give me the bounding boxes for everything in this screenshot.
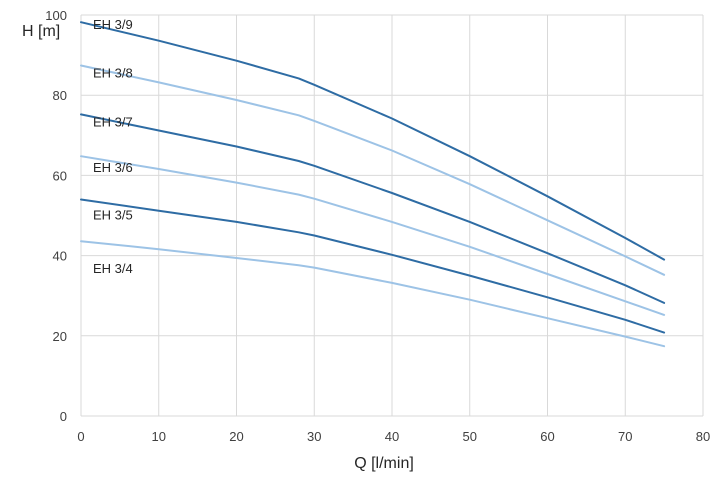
series-curves: [80, 21, 666, 348]
x-axis-title: Q [l/min]: [354, 455, 414, 472]
series-line: [80, 113, 666, 304]
x-tick-label: 80: [696, 429, 710, 444]
y-tick-label: 80: [53, 88, 67, 103]
series-line: [80, 21, 666, 261]
x-tick-label: 10: [152, 429, 166, 444]
series-line: [80, 240, 666, 348]
y-tick-label: 60: [53, 168, 67, 183]
y-tick-label: 20: [53, 329, 67, 344]
series-line: [80, 155, 666, 316]
x-tick-label: 70: [618, 429, 632, 444]
x-tick-label: 50: [463, 429, 477, 444]
series-label: EH 3/4: [93, 261, 133, 276]
y-tick-label: 100: [45, 8, 67, 23]
x-tick-label: 20: [229, 429, 243, 444]
grid: [80, 14, 704, 417]
y-tick-label: 0: [60, 409, 67, 424]
x-tick-label: 60: [540, 429, 554, 444]
x-tick-label: 0: [77, 429, 84, 444]
x-tick-label: 40: [385, 429, 399, 444]
series-label: EH 3/7: [93, 114, 133, 129]
x-axis-ticks: 0 10 20 30 40 50 60 70 80: [77, 429, 710, 444]
series-label: EH 3/6: [93, 160, 133, 175]
series-line: [80, 64, 666, 276]
series-label: EH 3/5: [93, 207, 133, 222]
series-line: [80, 198, 666, 334]
series-label: EH 3/9: [93, 17, 133, 32]
series-label: EH 3/8: [93, 66, 133, 81]
y-tick-label: 40: [53, 249, 67, 264]
x-tick-label: 30: [307, 429, 321, 444]
y-axis-ticks: 0 20 40 60 80 100: [45, 8, 67, 424]
series-labels: EH 3/9 EH 3/8 EH 3/7 EH 3/6 EH 3/5 EH 3/4: [93, 17, 133, 276]
y-axis-title: H [m]: [22, 23, 60, 40]
